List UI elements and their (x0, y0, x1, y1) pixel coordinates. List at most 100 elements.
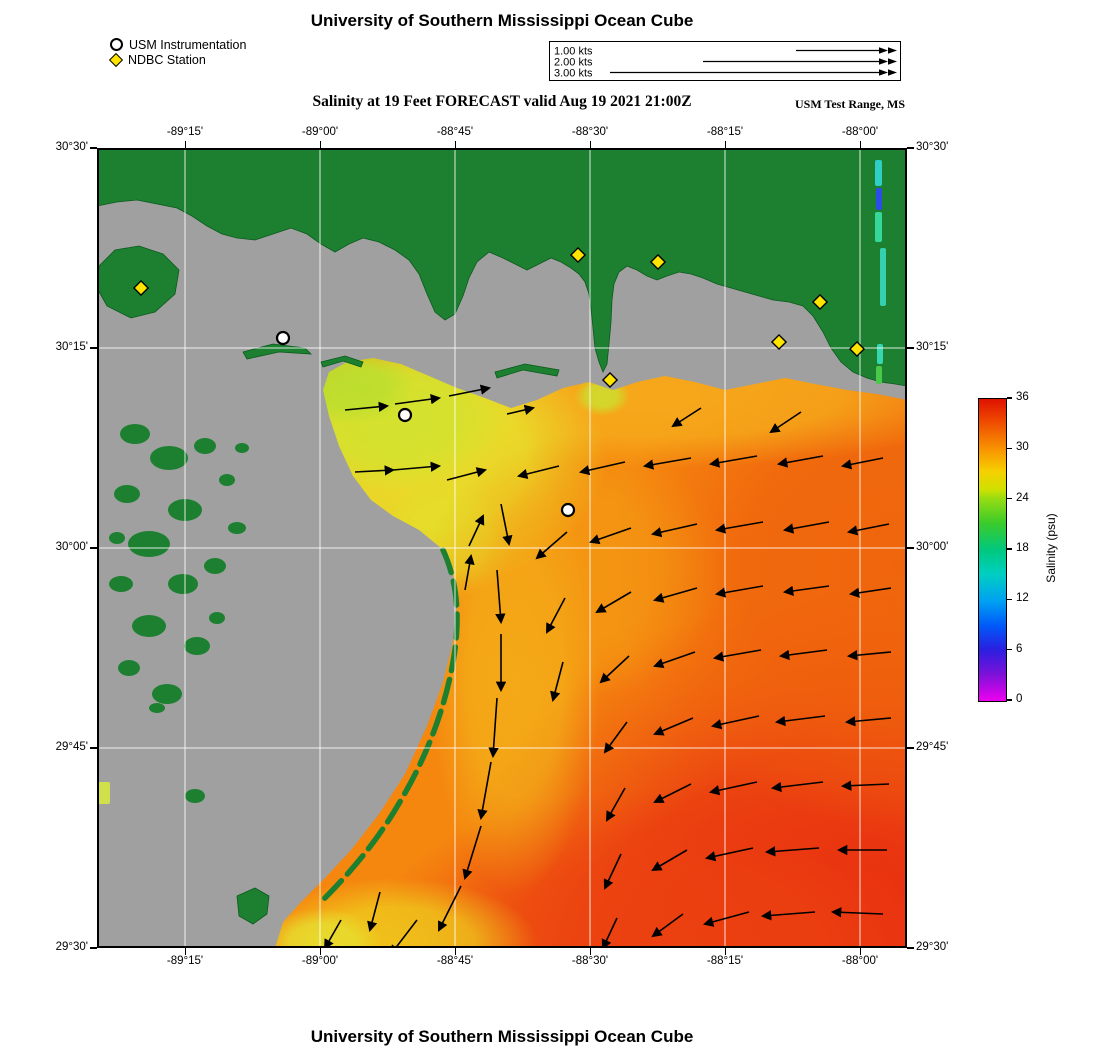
current-vector (468, 514, 485, 547)
axis-tick (724, 948, 726, 955)
axis-tick (859, 948, 861, 955)
marsh-patch (194, 438, 216, 454)
scale-arrowhead (888, 69, 897, 76)
scale-arrowhead (879, 69, 888, 76)
coast-land (97, 148, 907, 387)
current-vector (702, 911, 750, 927)
lat-tick-label-right: 29°45' (916, 741, 949, 753)
usm-station-marker (397, 407, 413, 423)
axis-tick (454, 141, 456, 148)
colorbar-label: Salinity (psu) (1044, 513, 1058, 583)
current-vector (392, 461, 442, 472)
current-vector (599, 655, 630, 684)
current-vector (776, 455, 824, 468)
current-vector (846, 650, 892, 661)
axis-tick (907, 347, 914, 349)
colorbar-tick-label: 6 (1016, 642, 1023, 655)
marsh-patch (109, 576, 133, 592)
lon-tick-label-top: -89°15' (166, 126, 204, 138)
lon-tick-label-bottom: -88°00' (841, 955, 879, 967)
estuary-streak (875, 160, 882, 186)
current-vector (671, 407, 702, 428)
current-vector (764, 846, 820, 857)
marsh-patch (219, 474, 235, 486)
marsh-patch (118, 660, 140, 676)
salinity-blob (427, 438, 727, 698)
current-vector (704, 847, 754, 862)
landmask-gray (97, 188, 907, 948)
axis-tick (589, 141, 591, 148)
usm-station-marker (275, 330, 291, 346)
colorbar-tick-label: 30 (1016, 441, 1029, 454)
estuary-streak (880, 248, 886, 306)
current-vector (714, 521, 764, 534)
current-vector (710, 715, 760, 730)
marsh-patch (235, 443, 249, 453)
current-vector (516, 465, 560, 480)
current-vector (500, 503, 513, 547)
scale-arrowhead (888, 47, 897, 54)
lon-tick-label-bottom: -88°45' (436, 955, 474, 967)
scale-arrowhead (879, 47, 888, 54)
estuary-streak (876, 188, 882, 210)
estuary-streak (97, 782, 110, 804)
colorbar-tick (1007, 699, 1012, 701)
current-vector (595, 591, 632, 614)
current-vector (653, 587, 698, 603)
current-vector (605, 787, 626, 822)
axis-tick (907, 747, 914, 749)
estuary-streak (876, 366, 882, 384)
lat-tick-label-left: 30°15' (55, 341, 88, 353)
marsh-patch (185, 789, 205, 803)
current-vector (846, 523, 890, 536)
colorbar-tick-label: 12 (1016, 592, 1029, 605)
colorbar-tick (1007, 548, 1012, 550)
current-vector (770, 781, 824, 793)
lon-tick-label-bottom: -88°30' (571, 955, 609, 967)
island (236, 887, 270, 925)
ndbc-station-marker (811, 293, 829, 311)
legend-row-usm: USM Instrumentation (110, 37, 246, 52)
colorbar-tick-label: 24 (1016, 491, 1029, 504)
axis-tick (184, 141, 186, 148)
ndbc-station-marker (649, 253, 667, 271)
axis-tick (454, 948, 456, 955)
marsh-patch (152, 684, 182, 704)
marsh-patch (209, 612, 225, 624)
lon-tick-label-bottom: -88°15' (706, 955, 744, 967)
legend-usm-label: USM Instrumentation (129, 37, 247, 52)
estuary-streak (877, 344, 883, 364)
footer-title: University of Southern Mississippi Ocean… (310, 1027, 694, 1046)
current-vector (782, 585, 830, 597)
lon-tick-label-top: -88°30' (571, 126, 609, 138)
marsh-patch (120, 424, 150, 444)
axis-tick (90, 747, 97, 749)
current-vector (462, 825, 482, 880)
colorbar-tick (1007, 598, 1012, 601)
axis-tick (90, 547, 97, 549)
usm-station-marker (560, 502, 576, 518)
current-vector (477, 761, 492, 821)
axis-tick (859, 141, 861, 148)
current-vector (712, 649, 762, 662)
lon-tick-label-top: -88°15' (706, 126, 744, 138)
axis-tick (90, 147, 97, 149)
marsh-patch (150, 446, 188, 470)
map (97, 148, 907, 948)
current-vector (446, 467, 488, 481)
marsh-patch (149, 703, 165, 713)
axis-tick (907, 947, 914, 949)
axis-tick (90, 347, 97, 349)
current-vector (650, 523, 698, 538)
lat-tick-label-right: 29°30' (916, 941, 949, 953)
colorbar-tick-label: 0 (1016, 693, 1023, 705)
marsh-patch (109, 532, 125, 544)
ndbc-station-marker (848, 340, 866, 358)
usm-instrumentation-icon (110, 38, 123, 51)
colorbar-tick (1007, 447, 1012, 450)
map-frame (97, 148, 907, 948)
current-vector (488, 697, 499, 759)
velocity-scale-box: 1.00 kts 2.00 kts 3.00 kts (549, 41, 901, 81)
axis-tick (319, 141, 321, 148)
lat-tick-label-right: 30°30' (916, 141, 949, 153)
